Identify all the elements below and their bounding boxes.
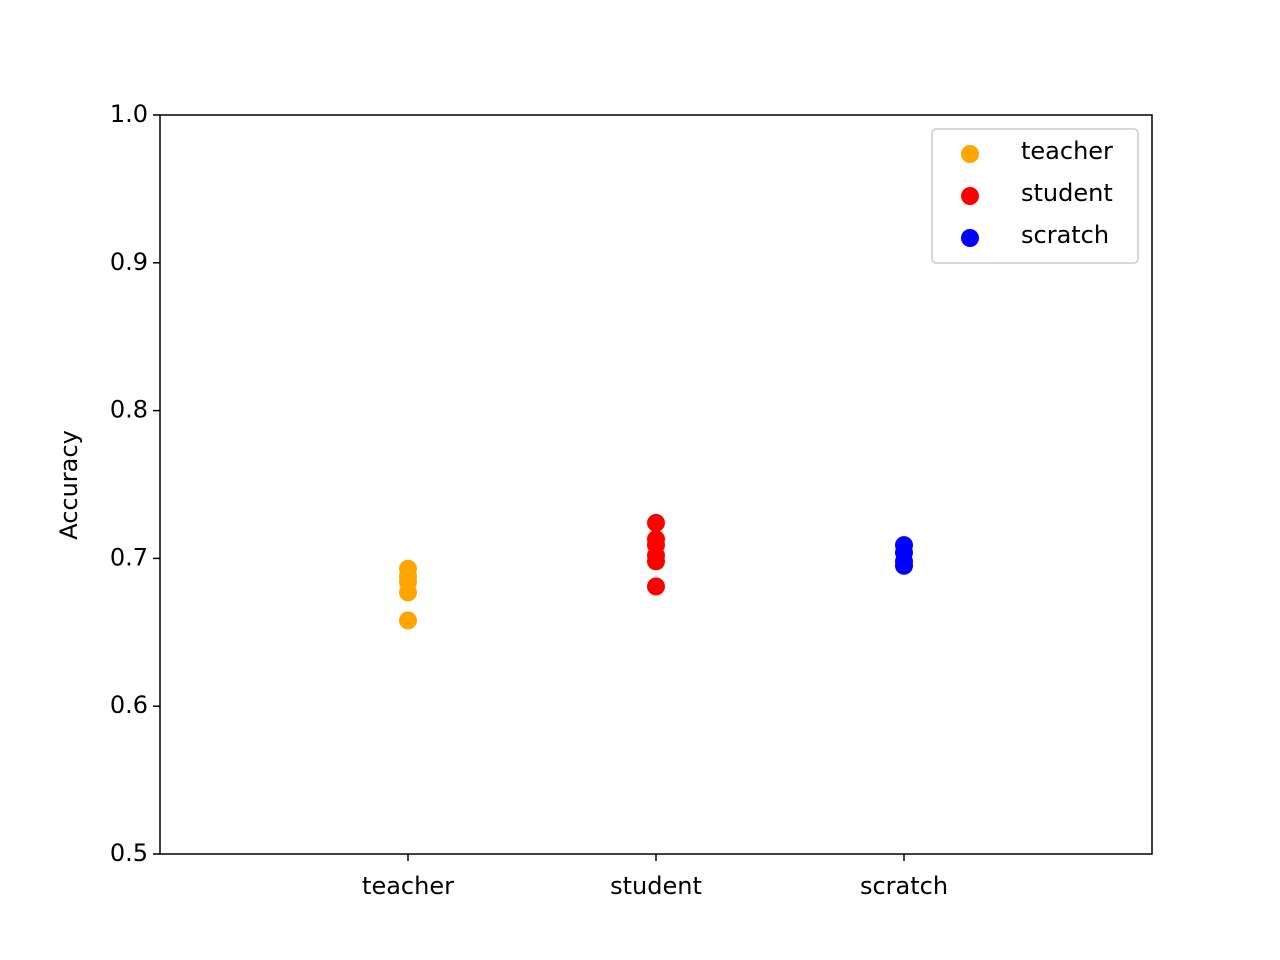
plot-frame: [159, 114, 1153, 855]
legend-marker: [961, 145, 979, 163]
legend-label: teacher: [1021, 137, 1113, 165]
point: [647, 577, 665, 596]
legend-label: scratch: [1021, 221, 1109, 249]
y-tick-label: 0.6: [110, 691, 148, 719]
y-tick-label: 0.9: [110, 248, 148, 276]
point: [399, 583, 417, 602]
point: [399, 611, 417, 630]
point: [647, 552, 665, 571]
y-tick-label: 0.8: [110, 396, 148, 424]
point: [647, 513, 665, 532]
y-axis-label: Accuracy: [55, 430, 83, 540]
x-tick-label: student: [610, 872, 702, 900]
y-tick-label: 0.7: [110, 543, 148, 571]
y-tick-label: 0.5: [110, 839, 148, 867]
point: [895, 556, 913, 575]
x-tick-label: teacher: [362, 872, 454, 900]
legend-label: student: [1021, 179, 1113, 207]
y-tick-label: 1.0: [110, 100, 148, 128]
legend-box: [931, 128, 1139, 264]
x-tick-label: scratch: [860, 872, 948, 900]
legend-marker: [961, 187, 979, 205]
legend-marker: [961, 229, 979, 247]
